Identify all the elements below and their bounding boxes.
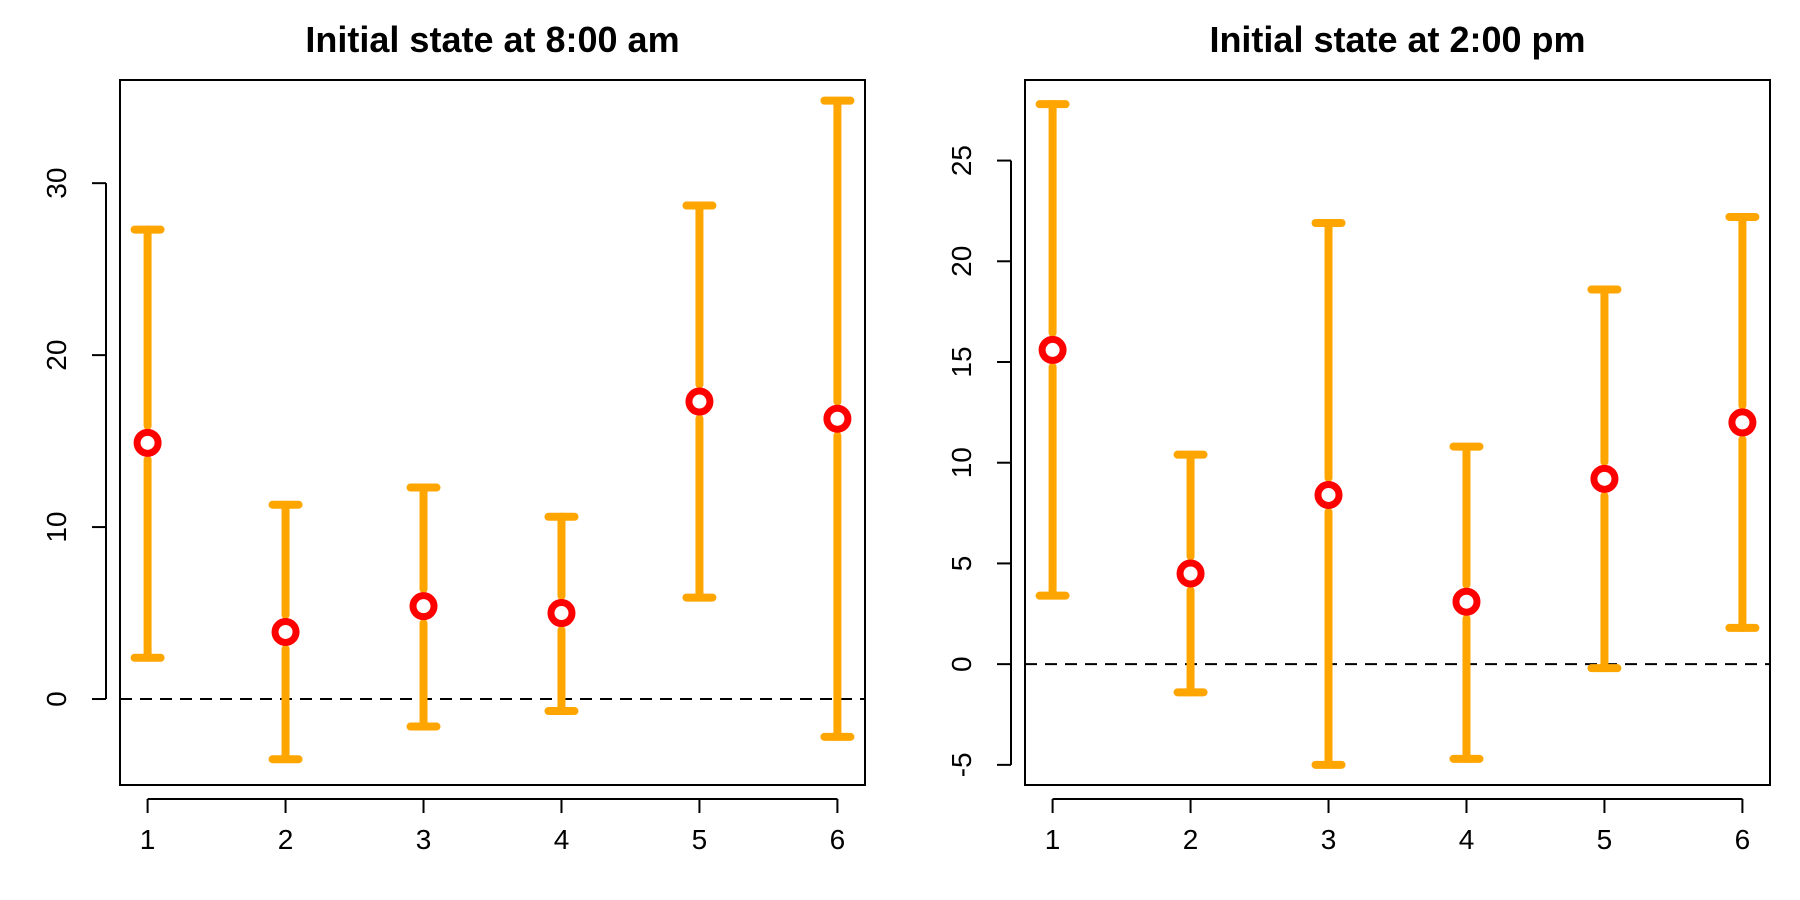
x-tick-label: 2 <box>278 824 294 855</box>
x-tick-label: 4 <box>554 824 570 855</box>
x-tick-label: 1 <box>1045 824 1061 855</box>
point-estimate <box>1728 408 1757 437</box>
plot-frame <box>1024 79 1771 786</box>
y-tick-label: 30 <box>41 168 72 199</box>
plot-frame <box>119 79 866 786</box>
y-tick-label: -5 <box>946 752 977 777</box>
point-estimate <box>1590 464 1619 493</box>
point-estimate <box>409 592 438 621</box>
y-tick-label: 10 <box>946 447 977 478</box>
chart-title: Initial state at 8:00 am <box>305 19 679 60</box>
point-estimate <box>1314 480 1343 509</box>
x-tick-label: 2 <box>1183 824 1199 855</box>
x-tick-label: 6 <box>830 824 846 855</box>
point-estimate <box>271 617 300 646</box>
chart-panel-2: Initial state at 2:00 pm 1 2 3 4 5 6 -5 0 5 10 15 20… <box>946 19 1771 855</box>
point-estimate <box>1452 587 1481 616</box>
point-estimate <box>685 387 714 416</box>
y-tick-label: 20 <box>946 246 977 277</box>
point-estimate <box>823 404 852 433</box>
x-tick-label: 3 <box>1321 824 1337 855</box>
y-tick-label: 5 <box>946 556 977 572</box>
point-estimate <box>547 599 576 628</box>
y-tick-label: 15 <box>946 346 977 377</box>
y-tick-label: 25 <box>946 145 977 176</box>
chart-panel-1: Initial state at 8:00 am 1 2 3 4 5 6 0 10 20 30 <box>41 19 866 855</box>
chart-title: Initial state at 2:00 pm <box>1209 19 1585 60</box>
y-tick-label: 10 <box>41 511 72 542</box>
point-estimate <box>1038 335 1067 364</box>
x-tick-label: 4 <box>1459 824 1475 855</box>
y-tick-label: 0 <box>41 691 72 707</box>
y-tick-label: 20 <box>41 340 72 371</box>
x-tick-label: 5 <box>692 824 708 855</box>
point-estimate <box>1176 559 1205 588</box>
y-tick-label: 0 <box>946 656 977 672</box>
x-tick-label: 1 <box>140 824 156 855</box>
x-tick-label: 6 <box>1735 824 1751 855</box>
x-tick-label: 3 <box>416 824 432 855</box>
x-tick-label: 5 <box>1597 824 1613 855</box>
point-estimate <box>133 428 162 457</box>
